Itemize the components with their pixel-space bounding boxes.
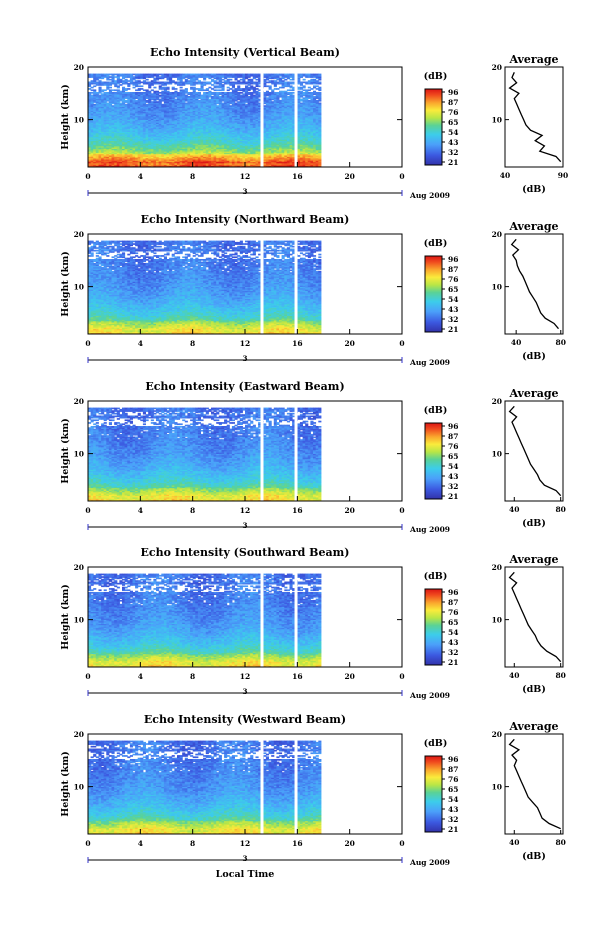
heatmap-cell xyxy=(99,87,102,89)
heatmap-cell xyxy=(112,74,115,76)
heatmap-cell xyxy=(146,79,149,81)
heatmap-cell xyxy=(203,92,206,94)
heatmap-cell xyxy=(143,92,146,94)
heatmap-cell xyxy=(282,80,285,82)
heatmap-cell xyxy=(187,92,190,94)
heatmap-cell xyxy=(93,89,96,91)
heatmap-cell xyxy=(127,88,130,90)
heatmap-cell xyxy=(156,82,159,84)
heatmap-cell xyxy=(203,82,206,84)
heatmap-cell xyxy=(174,88,177,90)
heatmap-cell xyxy=(112,105,115,107)
heatmap-cell xyxy=(235,82,238,84)
heatmap-cell xyxy=(266,85,269,87)
heatmap-cell xyxy=(269,85,272,87)
heatmap-cell xyxy=(253,95,256,97)
heatmap-cell xyxy=(125,100,128,102)
heatmap-cell xyxy=(140,85,143,87)
heatmap-cell xyxy=(96,74,99,76)
heatmap-cell xyxy=(237,85,240,87)
heatmap-cell xyxy=(198,92,201,94)
heatmap-cell xyxy=(125,104,128,106)
heatmap-cell xyxy=(235,88,238,90)
heatmap-cell xyxy=(143,89,146,91)
heatmap-cell xyxy=(96,92,99,94)
heatmap-cell xyxy=(156,101,159,103)
heatmap-cell xyxy=(266,82,269,84)
heatmap-cell xyxy=(282,91,285,93)
heatmap-cell xyxy=(109,87,112,89)
heatmap-cell xyxy=(156,74,159,76)
heatmap-cell xyxy=(219,74,222,76)
heatmap-cell xyxy=(266,74,269,76)
heatmap-cell xyxy=(125,74,128,76)
heatmap-cell xyxy=(253,74,256,76)
heatmap-cell xyxy=(187,96,190,98)
heatmap-cell xyxy=(253,82,256,84)
heatmap-cell xyxy=(125,92,128,94)
heatmap-cell xyxy=(219,92,222,94)
heatmap-cell xyxy=(172,87,175,89)
heatmap-cell xyxy=(219,89,222,91)
heatmap-cell xyxy=(203,89,206,91)
heatmap-cell xyxy=(167,87,170,89)
heatmap xyxy=(88,74,321,168)
heatmap-cell xyxy=(172,80,175,82)
heatmap-cell xyxy=(253,87,256,89)
heatmap-cell xyxy=(125,79,128,81)
heatmap-cell xyxy=(187,74,190,76)
heatmap-cell xyxy=(235,74,238,76)
panel-title: Echo Intensity (Vertical Beam) xyxy=(150,46,340,59)
heatmap-cell xyxy=(112,89,115,91)
heatmap-cell xyxy=(203,74,206,76)
heatmap-cell xyxy=(153,87,156,89)
heatmap-cell xyxy=(96,82,99,84)
heatmap-cell xyxy=(172,92,175,94)
heatmap-cell xyxy=(143,80,146,82)
heatmap-cell xyxy=(282,74,285,76)
heatmap-cell xyxy=(143,74,146,76)
heatmap-cell xyxy=(187,80,190,82)
heatmap-cell xyxy=(180,87,183,89)
heatmap-cell xyxy=(185,88,188,90)
heatmap-cell xyxy=(266,97,269,99)
heatmap-cell xyxy=(112,92,115,94)
heatmap-cell xyxy=(156,91,159,93)
heatmap-cell xyxy=(125,88,128,90)
heatmap-cell xyxy=(172,74,175,76)
heatmap-cell xyxy=(219,96,222,98)
heatmap-cell xyxy=(229,79,232,81)
heatmap-cell xyxy=(235,103,238,105)
heatmap-cell xyxy=(266,91,269,93)
